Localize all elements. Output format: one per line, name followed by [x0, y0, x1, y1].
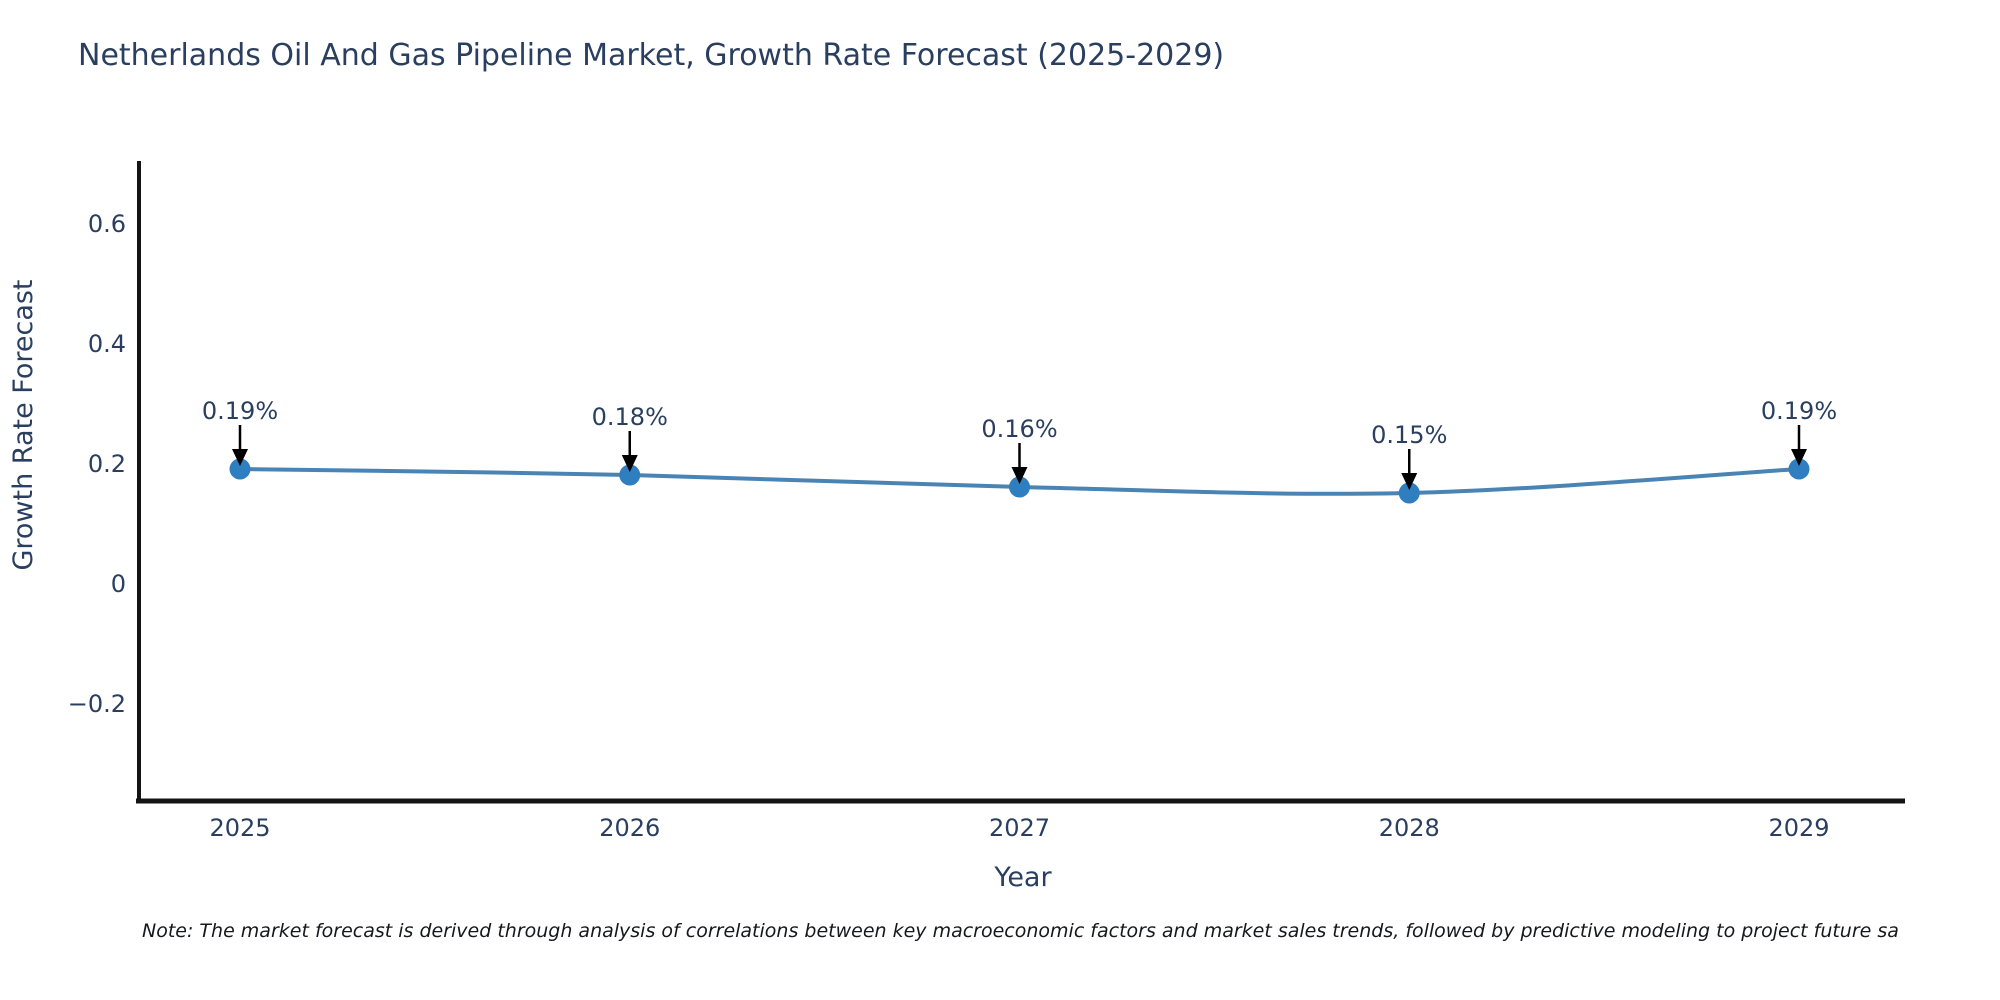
data-point-marker [1398, 482, 1420, 504]
annotation-arrowhead [1791, 449, 1807, 466]
x-tick-label: 2027 [989, 814, 1050, 842]
x-tick-label: 2026 [599, 814, 660, 842]
y-axis-title: Growth Rate Forecast [8, 279, 39, 570]
annotation-layer: 0.19% 0.18% 0.16% 0.15% 0.19% [202, 397, 1837, 490]
x-axis-title: Year [993, 862, 1052, 893]
footnote: Note: The market forecast is derived thr… [142, 920, 1899, 942]
x-tick-label: 2029 [1768, 814, 1829, 842]
y-tick-label: 0 [111, 570, 126, 598]
annotation-label: 0.16% [981, 415, 1057, 443]
axes-layer: −0.2 0 0.2 0.4 0.6 2025 2026 2027 2028 2029 [68, 161, 1905, 842]
annotation-label: 0.18% [592, 403, 668, 431]
annotation-arrowhead [1011, 467, 1028, 484]
data-point-marker [619, 464, 641, 486]
x-tick-label: 2025 [209, 814, 270, 842]
annotation-arrowhead [1401, 473, 1418, 490]
x-tick-label: 2028 [1379, 814, 1440, 842]
y-tick-label: 0.2 [88, 450, 126, 478]
annotation-label: 0.19% [202, 397, 278, 425]
label-layer: Growth Rate Forecast Year [8, 279, 1052, 893]
y-tick-label: 0.6 [88, 210, 126, 238]
annotation-label: 0.15% [1371, 421, 1447, 449]
annotation-arrowhead [621, 455, 638, 472]
data-point-marker [1788, 458, 1810, 480]
chart-title: Netherlands Oil And Gas Pipeline Market,… [78, 38, 1225, 73]
series-layer [229, 458, 1810, 504]
annotation-label: 0.19% [1761, 397, 1837, 425]
y-tick-label: 0.4 [88, 330, 126, 358]
data-point-marker [1009, 476, 1030, 498]
y-tick-label: −0.2 [68, 690, 126, 718]
data-point-marker [229, 458, 251, 480]
annotation-arrowhead [232, 449, 248, 466]
